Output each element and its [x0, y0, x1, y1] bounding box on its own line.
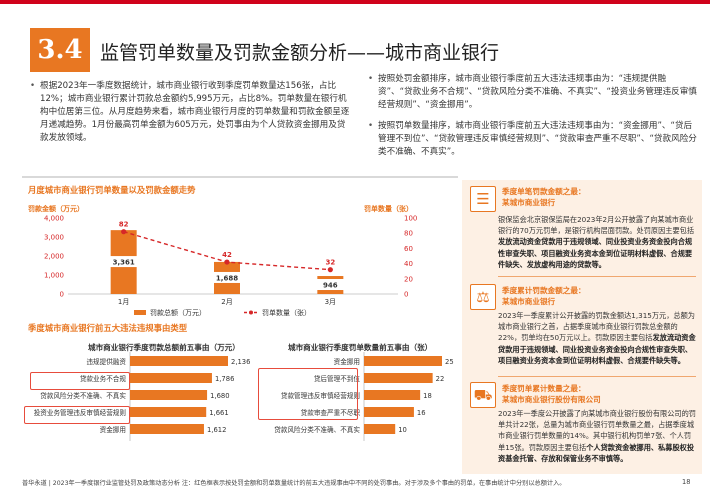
- bar-mark: [130, 390, 208, 400]
- line-point: [224, 259, 230, 265]
- card-1-head2: 某城市商业银行: [502, 198, 556, 207]
- left-axis-tick: 0: [60, 291, 64, 299]
- monthly-combo-chart: 0 1,000 2,000 3,000 4,000 0 20 40 60 80 100 3,361 1月…: [44, 215, 417, 318]
- bar-value-label: 1,612: [207, 426, 226, 434]
- bar-mark: [130, 373, 212, 383]
- legend-bar-swatch: [134, 310, 146, 315]
- count-top5-chart: 资金挪用 25 贷后管理不到位 22 贷款管理违反审慎经营规则 18 贷款审查严重不尽职 16…: [274, 352, 454, 441]
- category-label: 贷款风险分类不准确、不真实: [274, 425, 360, 434]
- gavel-icon: ⚖: [470, 284, 496, 310]
- page-title: 监管罚单数量及罚款金额分析——城市商业银行: [100, 42, 500, 64]
- legend-line-marker: [249, 310, 253, 315]
- section-number-box: 3.4: [30, 28, 90, 72]
- card-3-text: 2023年一季度公开披露了向某城市商业银行股份有限公司的罚单共计22张，总量为城…: [498, 409, 696, 463]
- category-label: 贷款管理违反审慎经营规则: [281, 391, 360, 400]
- category-label: 贷款审查严重不尽职: [301, 408, 361, 417]
- left-bullet-list: 根据2023年一季度数据统计，城市商业银行收到季度罚单数量达156张，占比12%…: [30, 80, 350, 153]
- bar-value-label: 1,688: [216, 274, 238, 282]
- bar-value-label: 2,136: [231, 358, 250, 366]
- bar-mark: [364, 424, 396, 434]
- left-axis-tick: 1,000: [44, 272, 64, 280]
- line-point: [327, 267, 333, 273]
- section-number: 3.4: [37, 35, 83, 65]
- amount-top5-chart: 违规提供融资 2,136 贷款业务不合规 1,786 贷款风险分类不准确、不真实 1,68…: [34, 352, 250, 441]
- right-axis-tick: 80: [404, 230, 413, 238]
- bar-value-label: 22: [436, 375, 445, 383]
- bar-mark: [364, 407, 414, 417]
- highlight-box-count: [258, 368, 358, 420]
- bar-value-label: 1,661: [209, 409, 228, 417]
- left-axis-tick: 2,000: [44, 253, 64, 261]
- footer-note: 普华永道 | 2023年一季度银行业监管处罚及政策动态分析 注：红色框表示按处罚…: [22, 480, 566, 487]
- bank-icon: ⛟: [470, 382, 496, 408]
- card-3-head1: 季度罚单累计数量之最：: [502, 384, 586, 393]
- category-label: 违规提供融资: [86, 357, 126, 366]
- right-bullet-list: 按照处罚金额排序，城市商业银行季度前五大违法违规事由为：“违规提供融资”、“贷款…: [368, 73, 698, 167]
- right-bullet-1: 按照处罚金额排序，城市商业银行季度前五大违法违规事由为：“违规提供融资”、“贷款…: [368, 73, 698, 112]
- bar-value-label: 25: [445, 358, 454, 366]
- card-2-head1: 季度累计罚款金额之最：: [502, 286, 586, 295]
- document-icon: ☰: [470, 186, 496, 212]
- bar-mark: [364, 390, 421, 400]
- right-axis-tick: 60: [404, 245, 413, 253]
- card-separator-2: [498, 376, 696, 377]
- bar-label-bg: [108, 256, 139, 268]
- bar-value-label: 16: [417, 409, 426, 417]
- category-label: 资金挪用: [334, 357, 360, 366]
- bar-mark: [364, 373, 433, 383]
- left-axis-label: 罚款金额（万元）: [28, 205, 84, 213]
- bar-value-label: 1,680: [210, 392, 229, 400]
- bar-value-label: 10: [398, 426, 407, 434]
- bar-value-label: 18: [423, 392, 432, 400]
- legend-line-label: 罚单数量（张）: [262, 308, 311, 317]
- highlight-sidebar: ☰ 季度单笔罚款金额之最： 某城市商业银行 银保监会北京银保监局在2023年2月…: [462, 180, 702, 474]
- x-tick-label: 2月: [221, 298, 232, 306]
- right-axis-label: 罚单数量（张）: [364, 205, 413, 213]
- monthly-chart-title: 月度城市商业银行罚单数量以及罚款金额走势: [28, 185, 196, 195]
- line-point: [121, 229, 127, 235]
- right-axis-tick: 100: [404, 215, 417, 223]
- left-axis-tick: 3,000: [44, 234, 64, 242]
- highlight-box-amount-1: [30, 372, 130, 390]
- right-axis-tick: 20: [404, 275, 413, 283]
- bar-mark: [364, 356, 442, 366]
- bar-value-label: 946: [323, 282, 338, 290]
- right-bullet-2: 按照罚单数量排序，城市商业银行季度前五大违法违规事由为：“资金挪用”、“贷后管理…: [368, 120, 698, 159]
- bar-label-bg: [315, 279, 346, 291]
- left-bullet-1: 根据2023年一季度数据统计，城市商业银行收到季度罚单数量达156张，占比12%…: [30, 80, 350, 145]
- count-top5-subtitle: 城市商业银行季度罚单数量前五事由（张）: [288, 343, 433, 352]
- x-tick-label: 3月: [325, 298, 336, 306]
- page-number: 18: [682, 478, 691, 486]
- right-axis-tick: 40: [404, 260, 413, 268]
- highlight-box-amount-2: [24, 406, 130, 424]
- card-1-head1: 季度单笔罚款金额之最：: [502, 187, 586, 196]
- card-separator-1: [498, 276, 696, 277]
- card-3-head2: 某城市商业银行股份有限公司: [502, 395, 601, 404]
- bar-value-label: 3,361: [113, 259, 135, 267]
- card-1-text: 银保监会北京银保监局在2023年2月公开披露了向某城市商业银行的70万元罚单，是…: [498, 215, 695, 269]
- section-divider: [22, 176, 458, 178]
- bar-value-label: 1,786: [215, 375, 234, 383]
- bar-mark: [130, 356, 228, 366]
- x-tick-label: 1月: [118, 298, 129, 306]
- card-2-text: 2023年一季度累计公开披露的罚款金额达1,315万元，总额为城市商业银行之首，…: [498, 311, 696, 365]
- bar-mark: [130, 424, 204, 434]
- bar-label-bg: [212, 271, 242, 283]
- left-axis-tick: 4,000: [44, 215, 64, 223]
- top5-panel-title: 季度城市商业银行前五大违法违规事由类型: [28, 323, 188, 333]
- right-axis-tick: 0: [404, 291, 408, 299]
- category-label: 贷款风险分类不准确、不真实: [40, 391, 126, 400]
- category-label: 贷后管理不到位: [314, 374, 361, 383]
- bar-mark: [130, 407, 207, 417]
- line-value-label: 42: [222, 251, 232, 259]
- card-2-head2: 某城市商业银行: [502, 297, 556, 306]
- legend-bar-label: 罚款总额（万元）: [150, 308, 206, 317]
- line-value-label: 32: [325, 259, 335, 267]
- category-label: 资金挪用: [100, 425, 126, 434]
- top-accent-bar: [0, 0, 710, 4]
- amount-top5-subtitle: 城市商业银行季度罚款总额前五事由（万元）: [88, 343, 240, 352]
- line-value-label: 82: [119, 221, 129, 229]
- category-label: 投资业务管理违反审慎经营规则: [34, 408, 126, 417]
- category-label: 贷款业务不合规: [80, 374, 127, 383]
